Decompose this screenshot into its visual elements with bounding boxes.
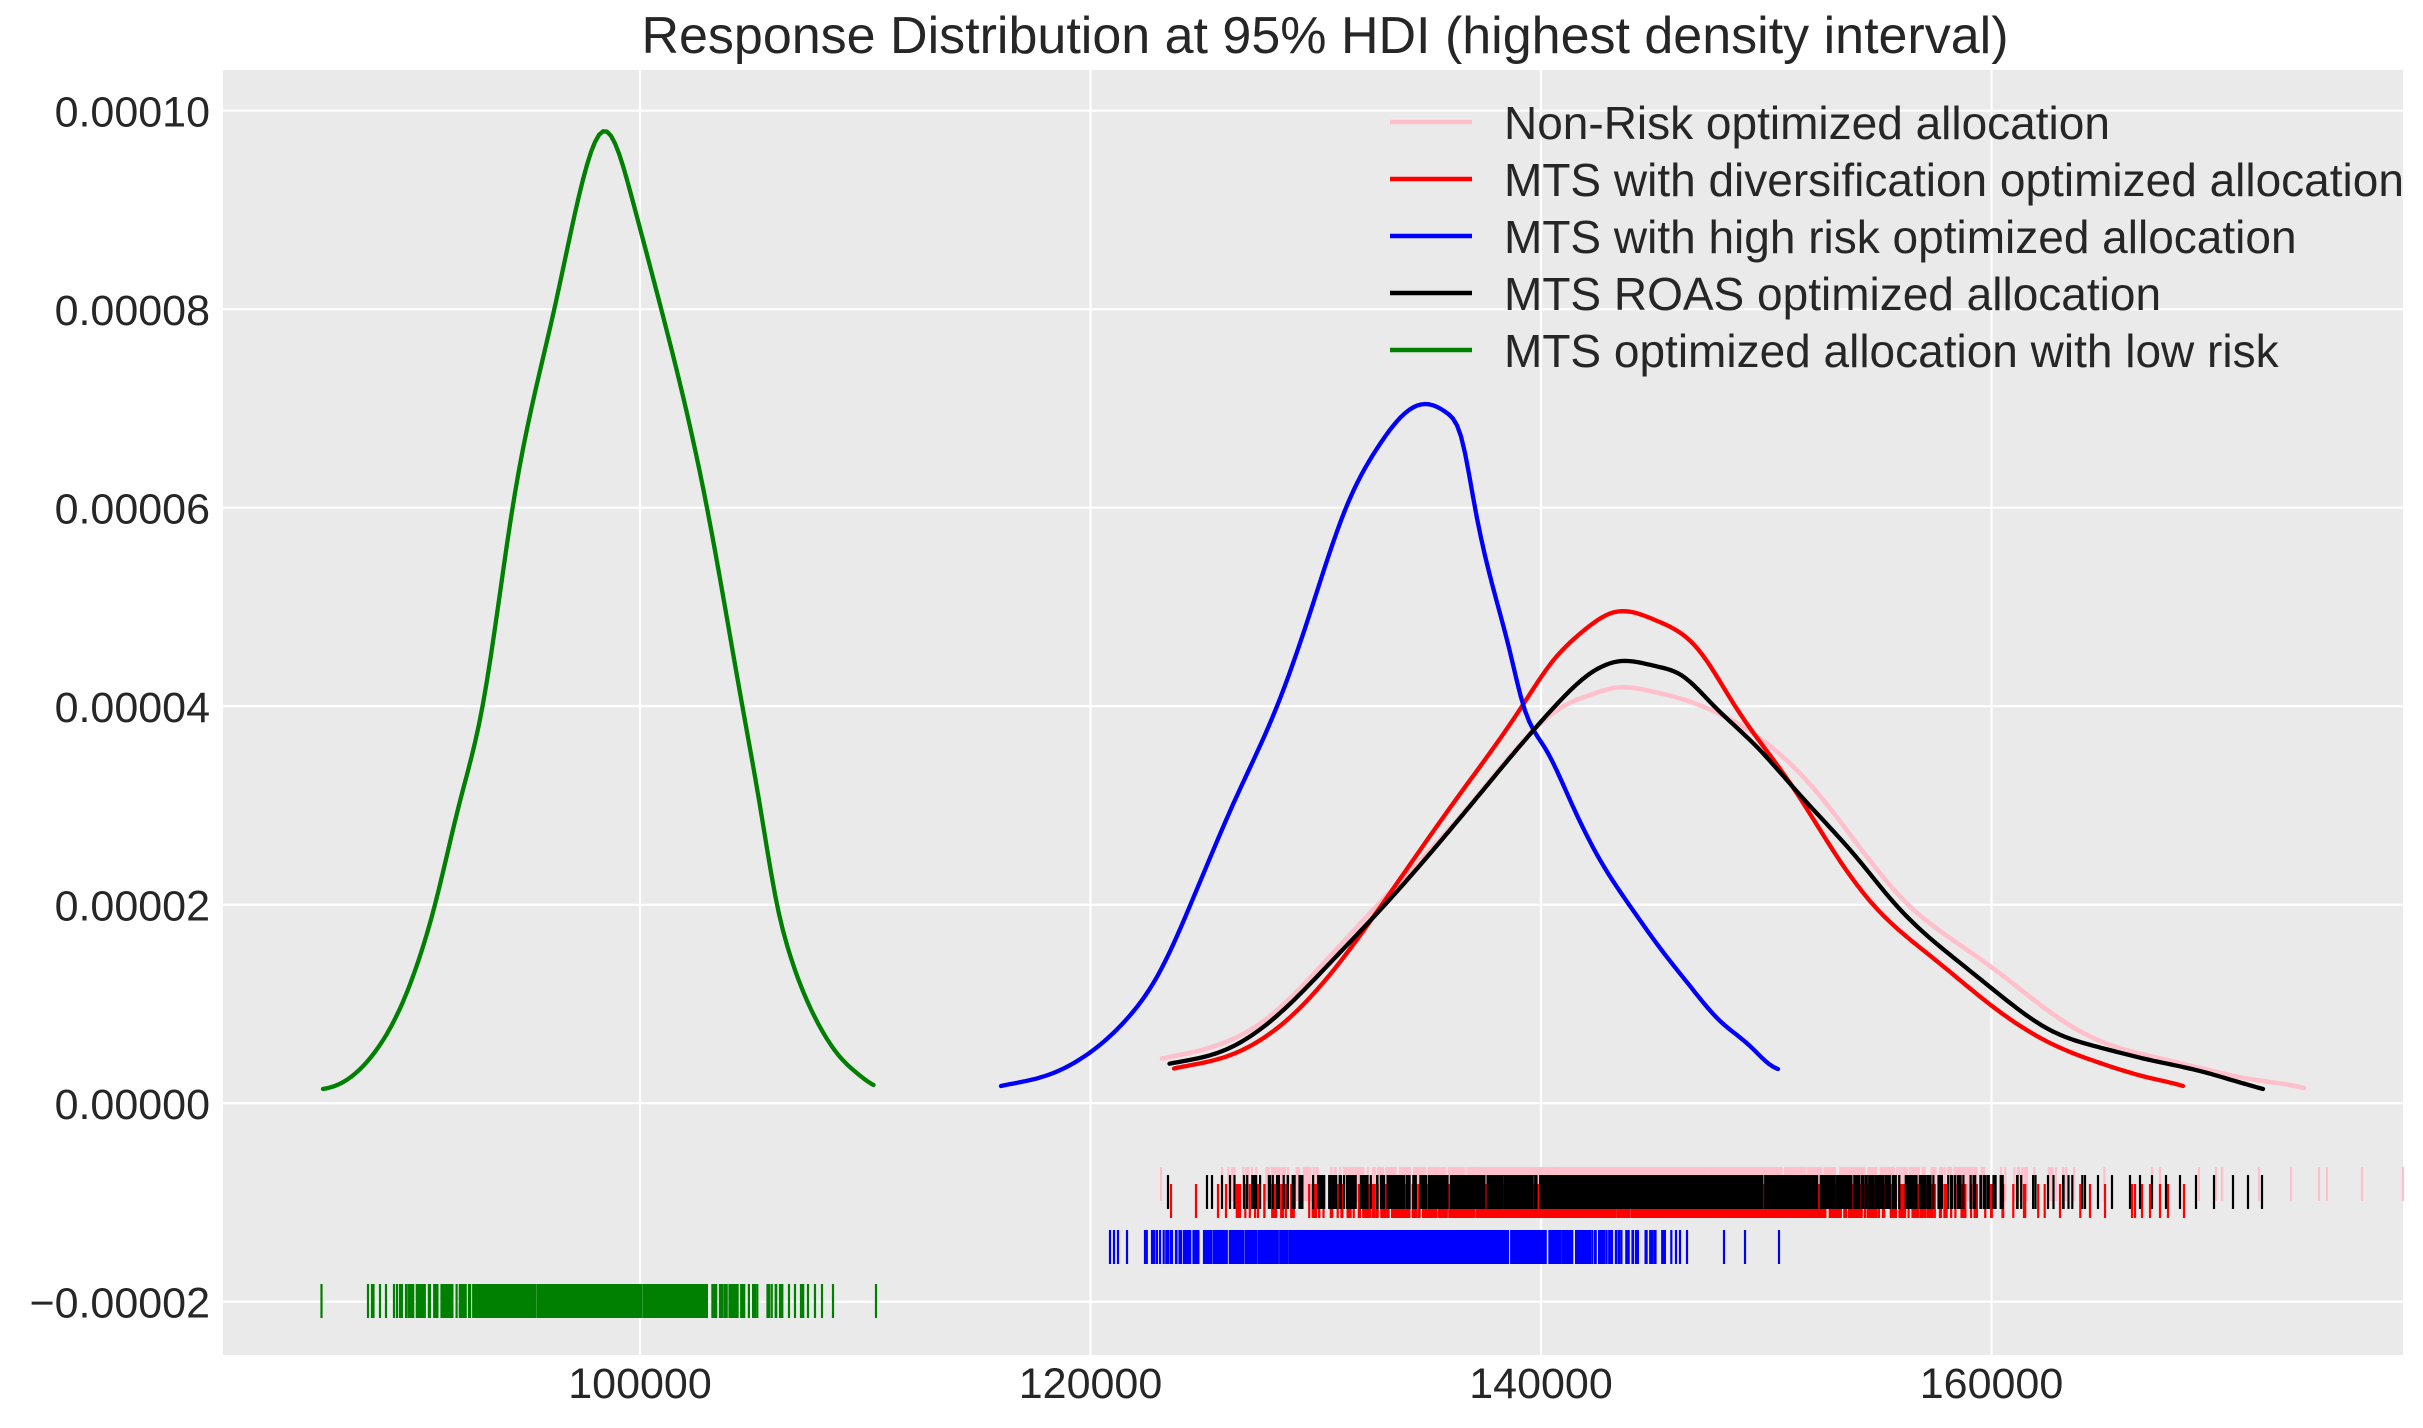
svg-text:0.00004: 0.00004	[55, 684, 210, 732]
svg-text:160000: 160000	[1920, 1360, 2064, 1408]
svg-text:Response Distribution at 95% H: Response Distribution at 95% HDI (highes…	[641, 7, 2008, 65]
svg-text:MTS with high risk optimized a: MTS with high risk optimized allocation	[1504, 211, 2297, 263]
svg-text:120000: 120000	[1019, 1360, 1163, 1408]
svg-text:100000: 100000	[568, 1360, 712, 1408]
svg-text:Non-Risk optimized allocation: Non-Risk optimized allocation	[1504, 97, 2110, 149]
svg-text:−0.00002: −0.00002	[29, 1279, 210, 1327]
svg-text:MTS optimized allocation with: MTS optimized allocation with low risk	[1504, 325, 2280, 377]
svg-text:140000: 140000	[1469, 1360, 1613, 1408]
svg-text:0.00006: 0.00006	[55, 485, 210, 533]
svg-text:0.00008: 0.00008	[55, 287, 210, 335]
svg-text:0.00010: 0.00010	[55, 88, 210, 136]
svg-text:MTS ROAS optimized allocation: MTS ROAS optimized allocation	[1504, 268, 2161, 320]
svg-text:0.00002: 0.00002	[55, 882, 210, 930]
svg-text:MTS with diversification optim: MTS with diversification optimized alloc…	[1504, 154, 2404, 206]
svg-text:0.00000: 0.00000	[55, 1081, 210, 1129]
